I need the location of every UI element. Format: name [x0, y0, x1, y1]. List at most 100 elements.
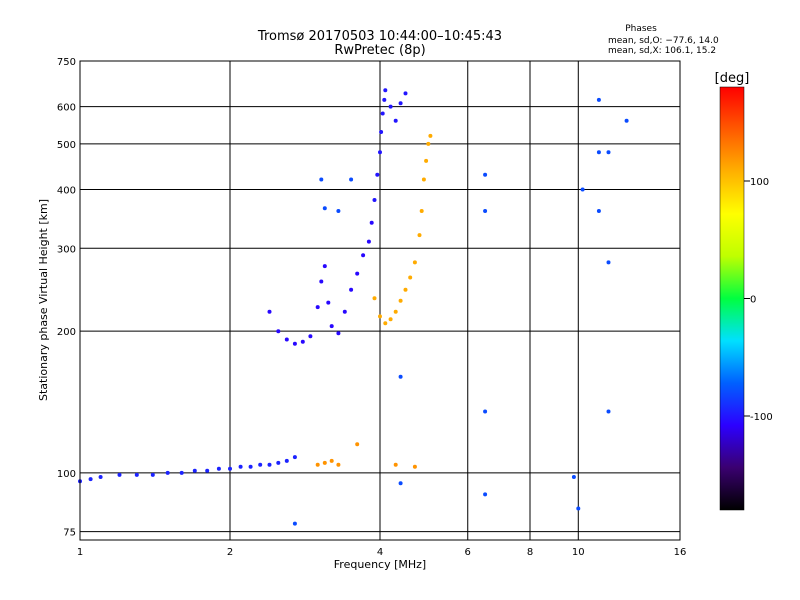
chart-subtitle: RwPretec (8p)	[334, 43, 425, 58]
data-point	[596, 209, 601, 213]
data-point	[408, 275, 413, 280]
data-point	[276, 460, 281, 465]
data-point	[349, 177, 354, 182]
data-point	[398, 298, 403, 303]
colorbar-ticks: 100 0 -100	[744, 177, 773, 423]
y-tick-label: 100	[57, 469, 76, 480]
x-tick-label: 10	[572, 547, 585, 558]
data-point	[419, 209, 424, 213]
data-point	[398, 101, 403, 106]
data-point	[117, 472, 122, 477]
data-point	[428, 133, 433, 138]
data-point	[383, 88, 388, 93]
data-point	[258, 462, 263, 467]
data-point	[292, 341, 297, 346]
y-tick-label: 400	[57, 185, 76, 196]
data-point	[412, 464, 417, 469]
data-point	[576, 506, 581, 511]
data-point	[336, 462, 341, 467]
x-tick-labels: 1 2 4 6 8 10 16	[77, 547, 687, 558]
data-point	[238, 464, 243, 469]
data-point	[606, 150, 611, 155]
data-point	[216, 466, 221, 471]
colorbar-label: [deg]	[715, 71, 750, 86]
data-point	[596, 97, 601, 102]
data-point	[426, 141, 431, 146]
data-point	[319, 279, 324, 284]
y-tick-labels: 75 100 200 300 400 500 600 750	[57, 57, 76, 539]
data-point	[424, 158, 429, 163]
data-point	[375, 172, 380, 177]
y-tick-label: 200	[57, 327, 76, 338]
data-point	[606, 260, 611, 265]
legend-x-stats: mean, sd,X: 106.1, 15.2	[608, 46, 716, 56]
data-point	[378, 150, 382, 155]
data-point	[412, 260, 417, 265]
colorbar-tick-label: 100	[750, 177, 769, 188]
data-point	[398, 481, 403, 486]
data-point	[248, 464, 253, 469]
data-point	[150, 472, 155, 477]
data-point	[326, 300, 331, 305]
data-point	[403, 91, 408, 96]
x-tick-label: 4	[377, 547, 383, 558]
data-point	[483, 409, 488, 414]
data-point	[342, 309, 347, 314]
data-point	[580, 187, 585, 192]
data-point	[378, 314, 382, 319]
data-point	[315, 305, 320, 310]
data-point	[382, 97, 387, 102]
data-point	[388, 104, 393, 109]
data-point	[267, 309, 272, 314]
data-point	[322, 460, 327, 465]
x-tick-label: 6	[465, 547, 471, 558]
data-point	[380, 111, 385, 116]
x-axis-label: Frequency [MHz]	[334, 558, 426, 571]
data-point	[98, 475, 103, 479]
data-point	[336, 209, 341, 213]
data-point	[606, 409, 611, 414]
data-point	[267, 462, 272, 467]
data-point	[192, 468, 197, 473]
colorbar-tick-label: 0	[750, 295, 756, 306]
x-tick-label: 8	[527, 547, 533, 558]
data-point	[179, 470, 184, 475]
data-point	[596, 150, 601, 155]
data-point	[417, 233, 422, 238]
data-point	[398, 374, 403, 379]
data-point	[369, 220, 374, 225]
data-point	[329, 458, 334, 463]
y-tick-label: 75	[63, 528, 76, 539]
data-point	[349, 287, 354, 292]
data-point	[165, 470, 170, 475]
y-tick-label: 600	[57, 103, 76, 114]
data-point	[366, 239, 371, 244]
plot-frame	[79, 60, 681, 541]
data-point	[355, 442, 360, 447]
data-point	[624, 118, 629, 123]
data-point	[361, 253, 366, 258]
data-point	[284, 458, 289, 463]
data-point	[308, 334, 313, 339]
data-point	[315, 462, 320, 467]
data-point	[421, 177, 426, 182]
y-tick-label: 500	[57, 140, 76, 151]
data-point	[329, 324, 334, 329]
colorbar-tick-label: -100	[750, 412, 773, 423]
data-point	[322, 264, 327, 269]
y-tick-label: 750	[57, 57, 76, 68]
data-point	[483, 492, 488, 497]
data-point	[483, 209, 488, 213]
data-point	[372, 198, 377, 202]
data-point	[383, 321, 388, 326]
data-point	[319, 177, 324, 182]
data-point	[355, 271, 360, 276]
data-point	[372, 296, 377, 301]
data-point	[134, 472, 139, 477]
x-tick-label: 16	[674, 547, 687, 558]
x-tick-label: 2	[227, 547, 233, 558]
legend-o-stats: mean, sd,O: −77.6, 14.0	[608, 36, 719, 46]
data-point	[393, 309, 398, 314]
y-axis-label: Stationary phase Virtual Height [km]	[37, 199, 50, 401]
